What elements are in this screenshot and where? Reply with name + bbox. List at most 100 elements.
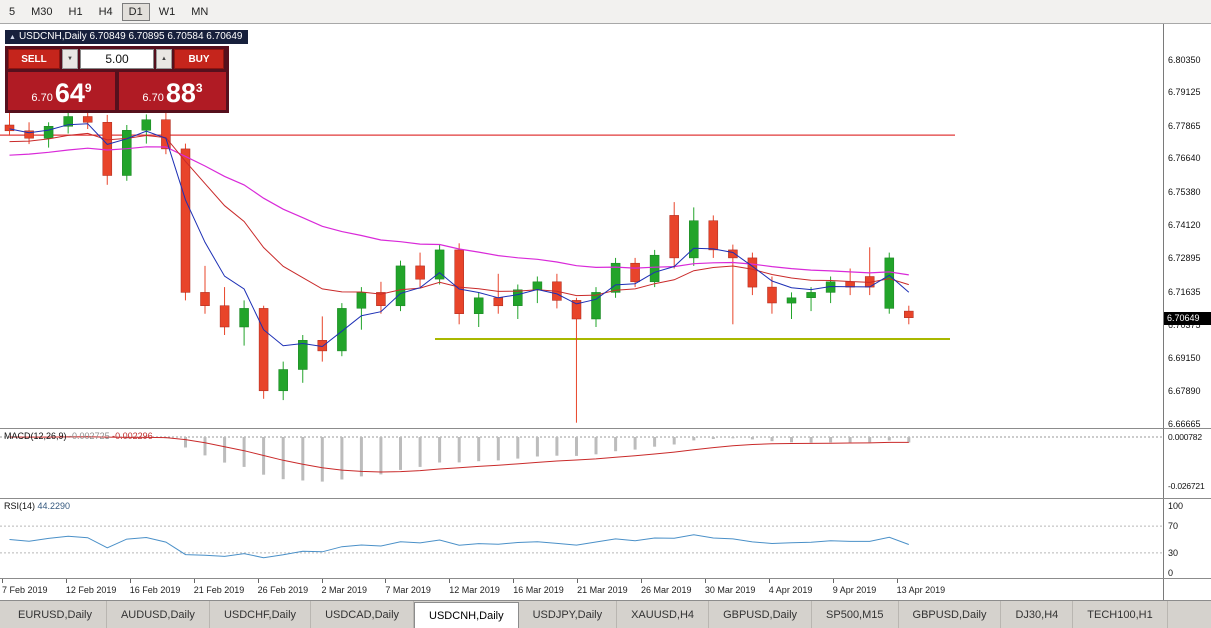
- date-tick: [513, 579, 515, 583]
- rsi-value: 44.2290: [37, 501, 71, 511]
- date-tick: [768, 579, 770, 583]
- price-axis-label: 6.72895: [1168, 253, 1201, 264]
- price-axis-label: 6.76640: [1168, 153, 1201, 164]
- timeframe-button-w1[interactable]: W1: [158, 5, 176, 18]
- timeframe-button-h1[interactable]: H1: [68, 5, 83, 18]
- timeframe-toolbar: 5 M30 H1 H4 D1 W1 MN: [0, 0, 1211, 24]
- chart-ohlc-values: 6.70849 6.70895 6.70584 6.70649: [89, 31, 243, 42]
- buy-button[interactable]: BUY: [174, 49, 224, 69]
- sell-button[interactable]: SELL: [8, 49, 60, 69]
- date-tick: [832, 579, 834, 583]
- ma-slow-line: [9, 146, 909, 276]
- symbol-tab[interactable]: GBPUSD,Daily: [709, 601, 813, 628]
- panel-separator[interactable]: [0, 428, 1211, 429]
- price-axis[interactable]: 6.80350 6.79125 6.77865 6.76640 6.75380 6.741…: [1163, 24, 1211, 600]
- date-tick: [449, 579, 451, 583]
- symbol-tab[interactable]: DJ30,H4: [1001, 601, 1074, 628]
- ma-fast-line: [9, 123, 910, 348]
- date-tick: [385, 579, 387, 583]
- price-axis-label: 6.70375: [1168, 320, 1201, 330]
- price-axis-label: 6.69150: [1168, 352, 1201, 363]
- date-label: 7 Feb 2019: [2, 585, 48, 595]
- rsi-svg: [0, 525, 1163, 559]
- panel-separator[interactable]: [0, 498, 1211, 499]
- rsi-chart[interactable]: RSI(14) 44.2290: [0, 499, 1163, 578]
- timeframe-button-d1[interactable]: D1: [121, 2, 150, 21]
- macd-signal-line: [9, 436, 909, 473]
- date-label: 2 Mar 2019: [321, 585, 368, 595]
- rsi-axis-label: 30: [1168, 547, 1179, 558]
- timeframe-button-mn[interactable]: MN: [191, 5, 209, 18]
- date-label: 26 Feb 2019: [257, 585, 309, 595]
- collapse-arrow-icon[interactable]: ▲: [9, 34, 16, 41]
- current-price-badge: 6.70649: [1164, 311, 1211, 325]
- volume-dropdown-button[interactable]: ▼: [62, 49, 78, 69]
- date-tick: [129, 579, 131, 583]
- date-tick: [577, 579, 579, 583]
- chevron-up-icon: ▲: [161, 56, 167, 62]
- date-tick: [641, 579, 642, 583]
- date-tick: [257, 579, 259, 583]
- price-axis-label: 6.79125: [1168, 87, 1201, 98]
- symbol-tab[interactable]: USDCHF,Daily: [210, 601, 312, 628]
- panel-separator: [0, 578, 1211, 579]
- date-label: 12 Feb 2019: [65, 585, 117, 595]
- macd-main-value: -0.002725: [69, 431, 110, 441]
- date-tick: [896, 579, 898, 583]
- date-label: 21 Feb 2019: [193, 585, 245, 595]
- symbol-tab[interactable]: AUDUSD,Daily: [107, 601, 210, 628]
- date-label: 26 Mar 2019: [641, 585, 692, 595]
- date-label: 21 Mar 2019: [577, 585, 628, 595]
- price-axis-label: 6.67890: [1168, 386, 1201, 397]
- macd-axis-label: -0.026721: [1168, 481, 1205, 491]
- volume-increase-button[interactable]: ▲: [156, 49, 172, 69]
- symbol-tab[interactable]: USDCNH,Daily: [414, 602, 519, 628]
- symbol-tab[interactable]: SP500,M15: [812, 601, 899, 628]
- macd-label: MACD(12,26,9) -0.002725 -0.002296: [4, 431, 153, 441]
- date-tick: [704, 579, 706, 583]
- date-label: 30 Mar 2019: [704, 585, 756, 595]
- rsi-axis-label: 0: [1168, 568, 1174, 578]
- price-axis-label: 6.71635: [1168, 286, 1201, 297]
- date-label: 16 Feb 2019: [129, 585, 181, 595]
- rsi-axis-label: 70: [1168, 521, 1179, 532]
- sell-price-display[interactable]: 6.70 64 9: [8, 72, 115, 110]
- date-label: 12 Mar 2019: [449, 585, 500, 595]
- rsi-label: RSI(14) 44.2290: [4, 501, 71, 511]
- date-axis[interactable]: 7 Feb 2019 12 Feb 2019 16 Feb 2019 21 Feb 2…: [0, 579, 1163, 600]
- timeframe-button-h4[interactable]: H4: [98, 5, 113, 18]
- macd-chart[interactable]: MACD(12,26,9) -0.002725 -0.002296: [0, 429, 1163, 498]
- macd-signal-value: -0.002296: [112, 431, 153, 441]
- date-tick: [2, 579, 3, 583]
- date-tick: [65, 579, 67, 583]
- symbol-tab[interactable]: EURUSD,Daily: [4, 601, 107, 628]
- price-axis-label: 6.74120: [1168, 220, 1201, 231]
- candles-group: [4, 109, 914, 423]
- timeframe-button-m30[interactable]: M30: [31, 5, 53, 18]
- chart-symbol: USDCNH,Daily: [18, 31, 87, 42]
- date-label: 13 Apr 2019: [896, 585, 946, 595]
- date-label: 4 Apr 2019: [768, 585, 813, 595]
- volume-input[interactable]: [80, 49, 154, 69]
- timeframe-button-5[interactable]: 5: [9, 5, 16, 18]
- rsi-axis-label: 100: [1168, 501, 1184, 511]
- price-axis-label: 6.66665: [1168, 418, 1201, 429]
- macd-svg: [0, 435, 1163, 482]
- main-chart-svg: [0, 109, 955, 423]
- price-axis-label: 6.80350: [1168, 54, 1201, 65]
- symbol-tab[interactable]: XAUUSD,H4: [617, 601, 710, 628]
- date-label: 16 Mar 2019: [513, 585, 564, 595]
- price-axis-label: 6.77865: [1168, 120, 1201, 131]
- chevron-down-icon: ▼: [67, 56, 73, 62]
- macd-axis-label: 0.000782: [1168, 432, 1202, 442]
- rsi-line: [9, 534, 909, 559]
- date-label: 9 Apr 2019: [832, 585, 877, 595]
- symbol-tab[interactable]: TECH100,H1: [1073, 601, 1168, 628]
- symbol-tab[interactable]: USDCAD,Daily: [311, 601, 415, 628]
- symbol-tab[interactable]: USDJPY,Daily: [519, 601, 618, 628]
- candlestick-chart[interactable]: ▲ USDCNH,Daily 6.70849 6.70895 6.70584 6.…: [0, 24, 1163, 428]
- symbol-tab[interactable]: GBPUSD,Daily: [899, 601, 1002, 628]
- buy-price-display[interactable]: 6.70 88 3: [119, 72, 226, 110]
